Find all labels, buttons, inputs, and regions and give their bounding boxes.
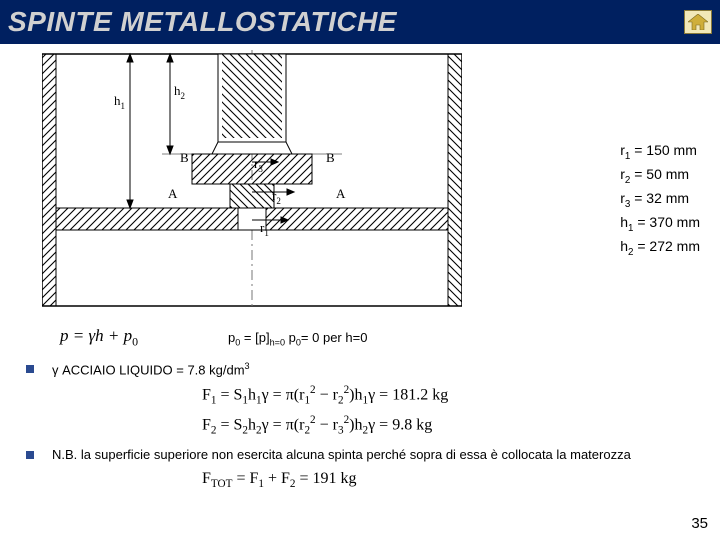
force-eq-ftot: FTOT = F1 + F2 = 191 kg: [202, 468, 700, 492]
home-icon[interactable]: [684, 10, 712, 34]
mold-diagram: h1 h2 B B A A r3 r2 r1: [42, 50, 462, 310]
p0-equation: p0 = [p]h=0 p0= 0 per h=0: [228, 330, 367, 348]
param-r1: r1 = 150 mm: [620, 140, 700, 164]
svg-text:B: B: [326, 150, 335, 165]
svg-text:h2: h2: [174, 83, 185, 101]
svg-text:A: A: [336, 186, 346, 201]
svg-text:A: A: [168, 186, 178, 201]
param-r2: r2 = 50 mm: [620, 164, 700, 188]
svg-text:B: B: [180, 150, 189, 165]
pressure-formula: p = γh + p0: [60, 326, 138, 349]
parameters-list: r1 = 150 mm r2 = 50 mm r3 = 32 mm h1 = 3…: [620, 140, 700, 260]
bullet-icon: [26, 365, 34, 373]
title-bar: SPINTE METALLOSTATICHE: [0, 0, 720, 44]
bullet-icon: [26, 451, 34, 459]
bullet-nb: N.B. la superficie superiore non esercit…: [26, 446, 700, 494]
bullet-gamma: γ ACCIAIO LIQUIDO = 7.8 kg/dm3 F1 = S1h1…: [26, 360, 700, 440]
page-number: 35: [691, 515, 708, 532]
param-r3: r3 = 32 mm: [620, 188, 700, 212]
bullet-nb-text: N.B. la superficie superiore non esercit…: [52, 446, 700, 494]
svg-text:h1: h1: [114, 93, 125, 111]
force-eq-f1: F1 = S1h1γ = π(r12 − r22)h1γ = 181.2 kg: [202, 383, 700, 409]
slide-title: SPINTE METALLOSTATICHE: [8, 6, 397, 38]
bullet-gamma-text: γ ACCIAIO LIQUIDO = 7.8 kg/dm3 F1 = S1h1…: [52, 360, 700, 440]
param-h1: h1 = 370 mm: [620, 212, 700, 236]
param-h2: h2 = 272 mm: [620, 236, 700, 260]
force-eq-f2: F2 = S2h2γ = π(r22 − r32)h2γ = 9.8 kg: [202, 413, 700, 439]
